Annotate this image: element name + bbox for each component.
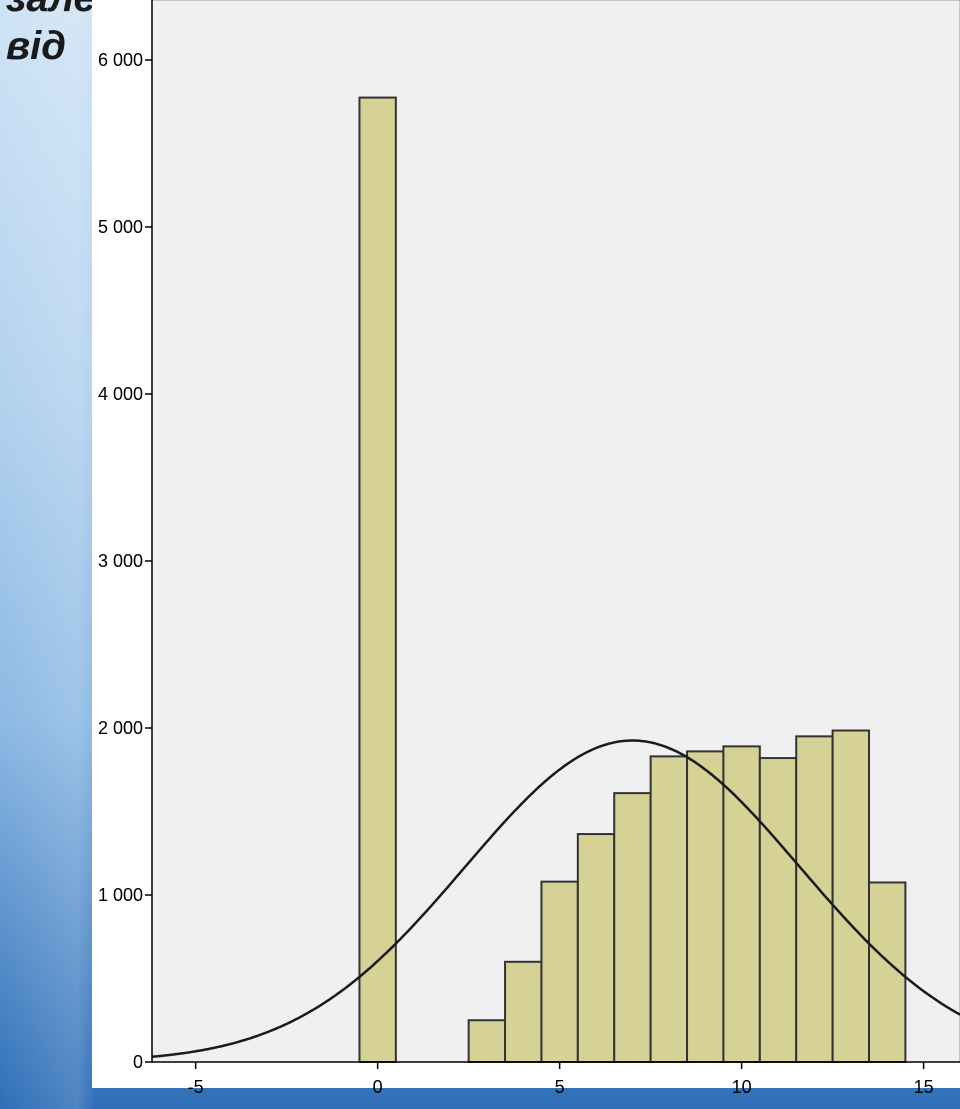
slide-heading-line-2: від bbox=[6, 24, 66, 68]
x-axis-ticks: -5 0 5 10 15 bbox=[188, 1062, 934, 1097]
y-tick-label: 0 bbox=[133, 1052, 143, 1072]
histogram-bar bbox=[358, 96, 397, 1063]
x-tick-label: -5 bbox=[188, 1077, 204, 1097]
histogram-bar bbox=[649, 755, 689, 1063]
histogram-bar bbox=[540, 880, 579, 1064]
histogram-bar bbox=[686, 750, 725, 1063]
histogram-bar bbox=[613, 792, 652, 1063]
histogram-bar bbox=[504, 960, 543, 1063]
histogram-bar bbox=[722, 745, 761, 1063]
x-tick-label: 15 bbox=[914, 1077, 934, 1097]
y-tick-label: 2 000 bbox=[98, 718, 143, 738]
y-tick-label: 4 000 bbox=[98, 384, 143, 404]
histogram-bar bbox=[576, 833, 616, 1063]
x-tick-label: 5 bbox=[555, 1077, 565, 1097]
histogram-bar bbox=[831, 729, 871, 1063]
bars-group bbox=[358, 96, 907, 1064]
x-tick-label: 0 bbox=[373, 1077, 383, 1097]
y-tick-label: 5 000 bbox=[98, 217, 143, 237]
histogram-bar bbox=[758, 757, 798, 1063]
y-tick-label: 3 000 bbox=[98, 551, 143, 571]
normal-curve-line bbox=[151, 739, 960, 1059]
y-tick-label: 6 000 bbox=[98, 50, 143, 70]
histogram-bar bbox=[467, 1019, 507, 1063]
y-tick-label: 1 000 bbox=[98, 885, 143, 905]
x-tick-label: 10 bbox=[732, 1077, 752, 1097]
y-axis-ticks: 0 1 000 2 000 3 000 4 000 5 000 6 000 bbox=[98, 50, 152, 1072]
